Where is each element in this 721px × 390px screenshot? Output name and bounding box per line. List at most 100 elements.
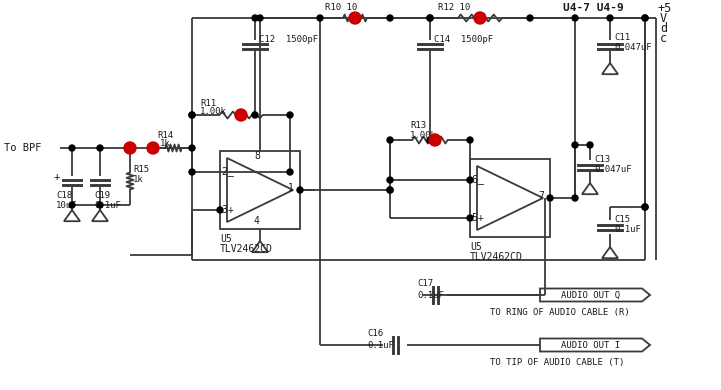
Text: 0.1uF: 0.1uF — [614, 225, 641, 234]
Circle shape — [287, 112, 293, 118]
Circle shape — [189, 169, 195, 175]
Text: To BPF: To BPF — [4, 143, 42, 153]
Circle shape — [69, 202, 75, 208]
Text: R14: R14 — [157, 131, 173, 140]
Circle shape — [387, 137, 393, 143]
Text: C15: C15 — [614, 216, 630, 225]
Text: C18: C18 — [56, 190, 72, 200]
Text: 1.00k: 1.00k — [200, 106, 227, 115]
Text: 0.047uF: 0.047uF — [594, 165, 632, 174]
Text: 8: 8 — [254, 151, 260, 161]
Circle shape — [235, 109, 247, 121]
Circle shape — [189, 112, 195, 118]
Circle shape — [642, 15, 648, 21]
Text: C16: C16 — [367, 328, 383, 337]
Circle shape — [387, 177, 393, 183]
Text: +5: +5 — [658, 2, 672, 14]
Text: d: d — [660, 21, 667, 34]
Text: 10uF: 10uF — [56, 200, 77, 209]
Text: TO RING OF AUDIO CABLE (R): TO RING OF AUDIO CABLE (R) — [490, 308, 629, 317]
Circle shape — [642, 204, 648, 210]
Text: +: + — [228, 205, 234, 215]
Circle shape — [467, 137, 473, 143]
Text: TLV2462CD: TLV2462CD — [220, 244, 273, 254]
Circle shape — [349, 12, 361, 24]
Text: C12  1500pF: C12 1500pF — [259, 35, 318, 44]
Circle shape — [97, 202, 103, 208]
Circle shape — [642, 15, 648, 21]
Text: 1k: 1k — [160, 140, 171, 149]
Text: 1: 1 — [288, 183, 294, 193]
Text: AUDIO OUT I: AUDIO OUT I — [562, 340, 621, 349]
Circle shape — [427, 15, 433, 21]
Text: U4-7 U4-9: U4-7 U4-9 — [563, 3, 624, 13]
Text: R11: R11 — [200, 99, 216, 108]
Text: _: _ — [478, 175, 484, 185]
Circle shape — [124, 142, 136, 154]
Text: C17: C17 — [417, 278, 433, 287]
Circle shape — [317, 15, 323, 21]
Text: 0.047uF: 0.047uF — [614, 44, 652, 53]
Text: C19: C19 — [94, 190, 110, 200]
Text: V: V — [660, 11, 667, 25]
Text: 4: 4 — [254, 216, 260, 226]
Text: 1.00k: 1.00k — [410, 131, 437, 140]
Circle shape — [427, 137, 433, 143]
Text: +: + — [54, 172, 61, 182]
Circle shape — [387, 187, 393, 193]
Text: 7: 7 — [538, 191, 544, 201]
Circle shape — [297, 187, 303, 193]
Circle shape — [147, 142, 159, 154]
Circle shape — [429, 134, 441, 146]
Circle shape — [97, 145, 103, 151]
Text: 0.1uF: 0.1uF — [417, 291, 444, 300]
Circle shape — [69, 145, 75, 151]
Circle shape — [252, 15, 258, 21]
Bar — [470, 159, 550, 237]
Circle shape — [287, 169, 293, 175]
Circle shape — [607, 15, 613, 21]
Text: _: _ — [228, 167, 234, 177]
Text: U5: U5 — [470, 242, 482, 252]
Text: R12 10: R12 10 — [438, 4, 470, 12]
Text: 0.1uF: 0.1uF — [367, 340, 394, 349]
Circle shape — [642, 204, 648, 210]
Circle shape — [527, 15, 533, 21]
Circle shape — [572, 195, 578, 201]
Text: R13: R13 — [410, 122, 426, 131]
Circle shape — [547, 195, 553, 201]
Circle shape — [474, 12, 486, 24]
Circle shape — [467, 215, 473, 221]
Circle shape — [572, 15, 578, 21]
Text: c: c — [660, 32, 667, 44]
Text: +: + — [478, 213, 484, 223]
Text: 5: 5 — [471, 213, 477, 223]
Text: R15: R15 — [133, 165, 149, 174]
Text: U5: U5 — [220, 234, 231, 244]
Text: C14  1500pF: C14 1500pF — [434, 35, 493, 44]
Circle shape — [427, 15, 433, 21]
Text: 0.1uF: 0.1uF — [94, 200, 121, 209]
Circle shape — [189, 112, 195, 118]
Text: C13: C13 — [594, 156, 610, 165]
Text: 3: 3 — [221, 205, 227, 215]
Text: C11: C11 — [614, 34, 630, 43]
Text: AUDIO OUT Q: AUDIO OUT Q — [562, 291, 621, 300]
Circle shape — [257, 15, 263, 21]
Circle shape — [217, 207, 223, 213]
Circle shape — [127, 145, 133, 151]
Circle shape — [467, 177, 473, 183]
Text: R10 10: R10 10 — [325, 4, 357, 12]
Text: 1k: 1k — [133, 176, 143, 184]
Circle shape — [387, 187, 393, 193]
Circle shape — [587, 142, 593, 148]
Text: 2: 2 — [221, 167, 227, 177]
Text: 6: 6 — [471, 175, 477, 185]
Text: TO TIP OF AUDIO CABLE (T): TO TIP OF AUDIO CABLE (T) — [490, 358, 624, 367]
Text: TLV2462CD: TLV2462CD — [470, 252, 523, 262]
Circle shape — [387, 15, 393, 21]
Circle shape — [252, 112, 258, 118]
Circle shape — [572, 142, 578, 148]
Bar — [220, 151, 300, 229]
Circle shape — [189, 145, 195, 151]
